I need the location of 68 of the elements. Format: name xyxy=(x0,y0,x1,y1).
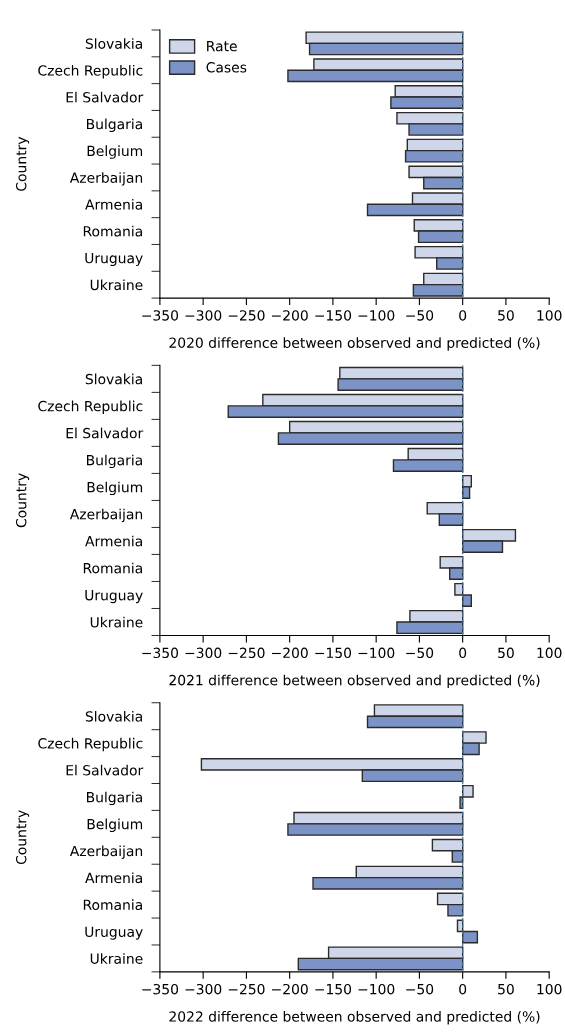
y-axis-title: Country xyxy=(15,810,30,865)
x-tick-label: 0 xyxy=(459,983,467,995)
x-axis-title: 2022 difference between observed and predicted (%) xyxy=(169,1011,540,1025)
y-tick-label: Slovakia xyxy=(85,38,142,49)
y-tick-label: Romania xyxy=(83,225,142,237)
legend-label: Rate xyxy=(207,41,237,52)
y-tick-label: El Salvador xyxy=(66,427,144,439)
x-tick-label: −300 xyxy=(185,647,222,659)
y-tick-label: Uruguay xyxy=(85,926,143,940)
x-tick-label: −350 xyxy=(142,983,179,995)
x-tick-label: −300 xyxy=(185,310,222,321)
x-tick-label: 50 xyxy=(498,310,514,321)
x-tick-label: 100 xyxy=(537,983,562,995)
y-tick-label: Bulgaria xyxy=(86,454,142,469)
y-tick-label: El Salvador xyxy=(66,764,144,776)
x-tick-label: −200 xyxy=(272,310,308,321)
y-tick-label: Belgium xyxy=(87,481,143,496)
y-tick-label: Czech Republic xyxy=(38,737,143,752)
x-tick-label: −250 xyxy=(228,983,265,995)
x-tick-label: −250 xyxy=(228,310,265,321)
x-tick-label: −150 xyxy=(315,310,352,321)
x-tick-label: 0 xyxy=(459,647,467,659)
y-tick-label: Uruguay xyxy=(85,253,143,267)
y-tick-label: Ukraine xyxy=(90,953,143,964)
x-tick-label: −50 xyxy=(406,310,434,321)
y-tick-label: Azerbaijan xyxy=(69,172,143,186)
x-tick-label: −50 xyxy=(406,983,434,995)
legend-label: Cases xyxy=(206,62,247,73)
y-tick-label: Belgium xyxy=(87,145,143,159)
y-tick-label: Azerbaijan xyxy=(69,508,143,523)
y-tick-label: Czech Republic xyxy=(38,400,143,415)
x-tick-label: 0 xyxy=(459,310,467,321)
y-tick-label: El Salvador xyxy=(66,91,144,103)
x-tick-label: −350 xyxy=(142,647,179,659)
x-tick-label: 100 xyxy=(537,310,562,321)
y-tick-label: Romania xyxy=(83,899,142,911)
x-tick-label: 50 xyxy=(498,647,514,659)
y-tick-label: Bulgaria xyxy=(86,118,142,132)
x-tick-label: −150 xyxy=(315,647,352,659)
y-axis-title: Country xyxy=(15,473,30,528)
y-tick-label: Slovakia xyxy=(85,710,142,722)
y-tick-label: Bulgaria xyxy=(86,791,142,806)
x-tick-label: −350 xyxy=(142,310,179,321)
y-tick-label: Romania xyxy=(83,562,142,574)
x-tick-label: −300 xyxy=(185,983,222,995)
y-tick-label: Ukraine xyxy=(90,279,143,291)
x-tick-label: −250 xyxy=(228,647,265,659)
x-tick-label: −100 xyxy=(358,647,395,659)
x-axis-title: 2020 difference between observed and predicted (%) xyxy=(169,337,540,351)
y-axis-title: Country xyxy=(15,136,30,191)
y-tick-label: Uruguay xyxy=(85,590,143,604)
x-tick-label: −200 xyxy=(272,647,308,659)
x-axis-title: 2021 difference between observed and predicted (%) xyxy=(169,674,540,689)
y-tick-label: Czech Republic xyxy=(38,64,143,79)
x-tick-label: 100 xyxy=(537,647,562,659)
y-tick-label: Armenia xyxy=(85,198,142,210)
y-tick-label: Slovakia xyxy=(85,373,142,385)
x-tick-label: −50 xyxy=(406,647,434,659)
y-tick-label: Armenia xyxy=(85,872,142,884)
y-tick-label: Azerbaijan xyxy=(69,845,143,859)
y-tick-label: Armenia xyxy=(85,535,142,547)
x-tick-label: −100 xyxy=(358,983,395,995)
y-tick-label: Ukraine xyxy=(90,616,143,628)
x-tick-label: −200 xyxy=(272,983,308,995)
y-tick-label: Belgium xyxy=(87,818,143,833)
x-tick-label: −150 xyxy=(315,983,352,995)
x-tick-label: 50 xyxy=(498,983,514,995)
x-tick-label: −100 xyxy=(358,310,395,321)
